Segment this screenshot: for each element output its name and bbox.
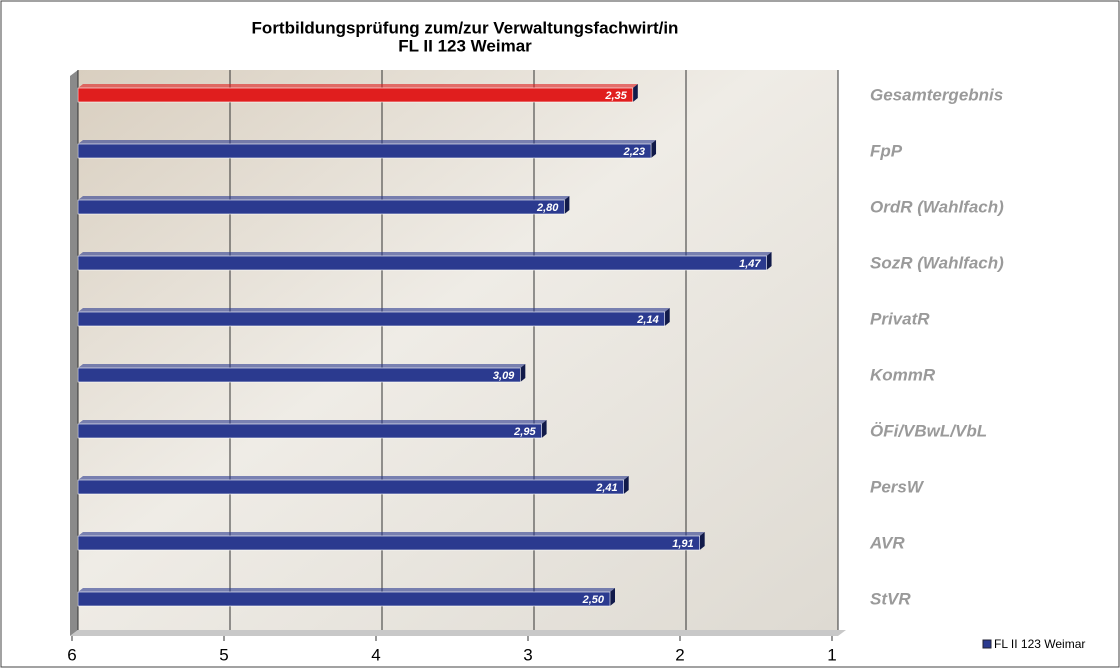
data-label: 2,80 xyxy=(536,202,559,214)
bar xyxy=(77,143,652,159)
category-label: OrdR (Wahlfach) xyxy=(870,197,1004,216)
bar-top xyxy=(78,196,570,200)
x-tick-label: 6 xyxy=(67,645,76,664)
x-tick-label: 5 xyxy=(219,645,228,664)
data-label: 1,91 xyxy=(672,538,693,550)
category-label: SozR (Wahlfach) xyxy=(870,253,1004,272)
bar-top xyxy=(78,364,526,368)
bar-end xyxy=(541,420,547,438)
bar-top xyxy=(78,84,638,88)
x-tick-label: 4 xyxy=(371,645,380,664)
left-wall xyxy=(70,70,78,636)
bar-end xyxy=(623,476,629,494)
bar xyxy=(77,479,624,495)
bar xyxy=(77,87,634,103)
category-label: Gesamtergebnis xyxy=(870,85,1003,104)
bar-end xyxy=(564,196,570,214)
legend-label: FL II 123 Weimar xyxy=(994,637,1085,651)
bar-end xyxy=(632,84,638,102)
category-label: ÖFi/VBwL/VbL xyxy=(870,421,987,440)
bar xyxy=(77,535,700,551)
chart-title: Fortbildungsprüfung zum/zur Verwaltungsf… xyxy=(252,18,679,37)
category-label: PrivatR xyxy=(870,309,930,328)
data-label: 1,47 xyxy=(739,258,761,270)
bar-top xyxy=(78,420,547,424)
legend: FL II 123 Weimar xyxy=(982,637,1085,651)
bar xyxy=(77,199,565,215)
bar-top xyxy=(78,532,705,536)
bar xyxy=(77,311,666,327)
bar xyxy=(77,591,611,607)
bar xyxy=(77,423,542,439)
bar-top xyxy=(78,252,772,256)
bar-end xyxy=(664,308,670,326)
bar-top xyxy=(78,140,657,144)
bar-top xyxy=(78,588,615,592)
data-label: 3,09 xyxy=(493,370,515,382)
bar-end xyxy=(520,364,526,382)
x-tick-label: 1 xyxy=(827,645,836,664)
legend-swatch xyxy=(982,639,992,649)
data-label: 2,50 xyxy=(582,594,605,606)
category-label: PersW xyxy=(870,477,925,496)
bar-end xyxy=(651,140,657,158)
category-label: StVR xyxy=(870,589,911,608)
data-label: 2,23 xyxy=(623,146,645,158)
x-tick-label: 3 xyxy=(523,645,532,664)
data-label: 2,35 xyxy=(604,90,627,102)
bar-top xyxy=(78,308,670,312)
data-label: 2,41 xyxy=(595,482,617,494)
floor xyxy=(70,630,846,636)
bar-end xyxy=(766,252,772,270)
data-label: 2,14 xyxy=(636,314,658,326)
category-label: FpP xyxy=(870,141,903,160)
bar-end xyxy=(610,588,615,606)
bar xyxy=(77,255,767,271)
bar xyxy=(77,367,521,383)
category-label: AVR xyxy=(869,533,905,552)
bar-top xyxy=(78,476,629,480)
x-tick-label: 2 xyxy=(675,645,684,664)
category-label: KommR xyxy=(870,365,936,384)
bar-end xyxy=(699,532,705,550)
chart-subtitle: FL II 123 Weimar xyxy=(398,36,532,55)
data-label: 2,95 xyxy=(513,426,536,438)
